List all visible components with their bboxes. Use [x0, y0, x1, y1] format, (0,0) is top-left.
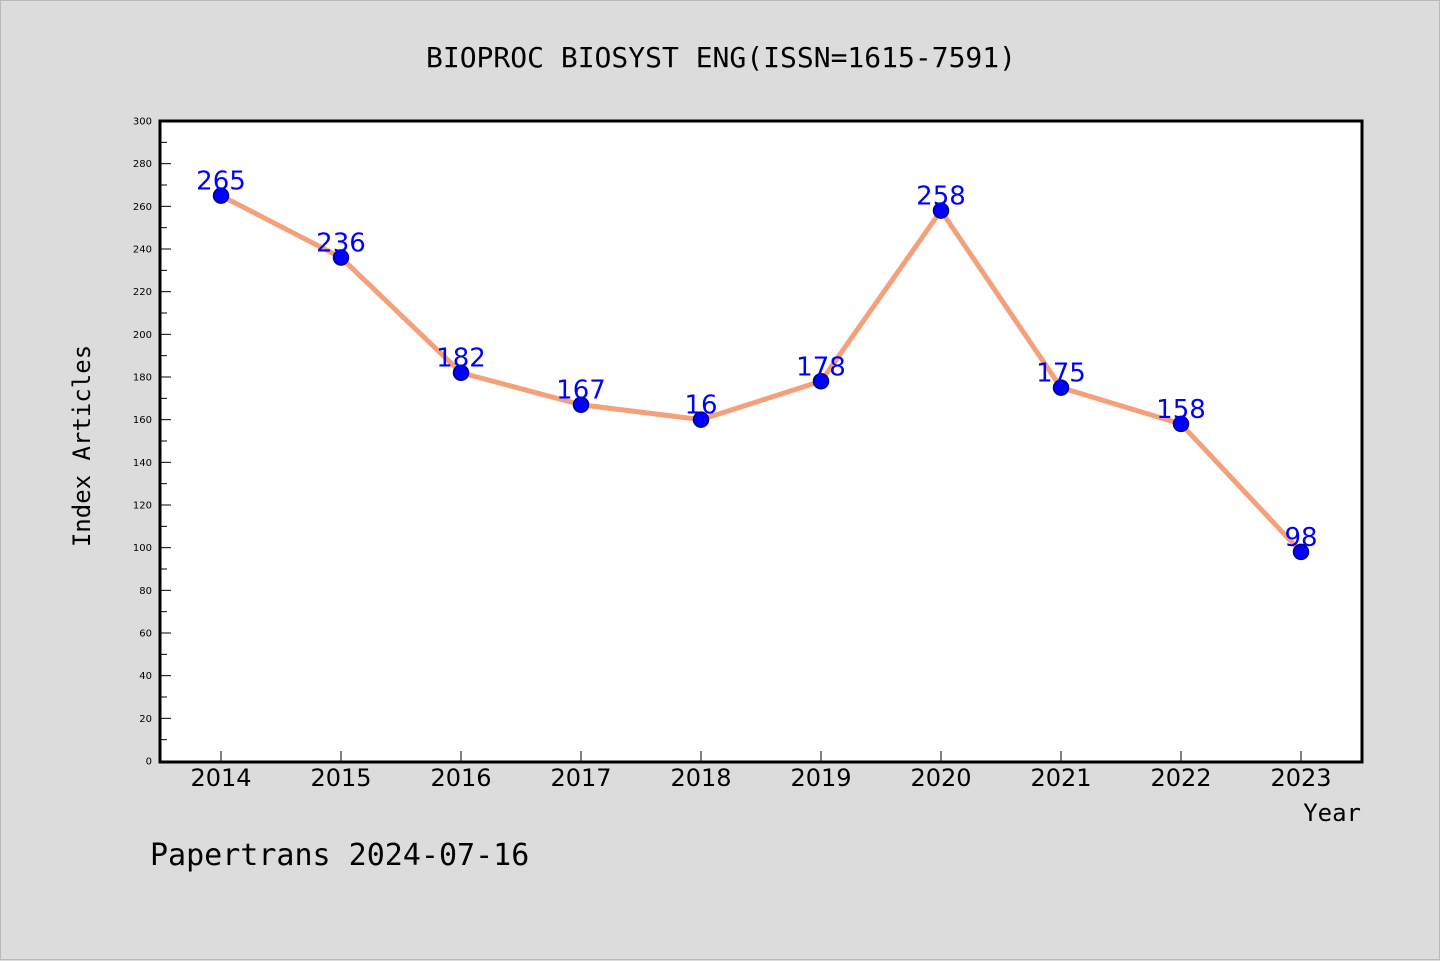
- data-point-2018: [692, 411, 710, 428]
- data-point-2023: [1292, 543, 1310, 561]
- y-tick-label: 40: [139, 671, 152, 682]
- y-tick-label: 180: [133, 373, 152, 384]
- data-label-2020: 258: [916, 182, 966, 212]
- data-label-2014: 265: [196, 167, 246, 197]
- chart-title: BIOPROC BIOSYST ENG(ISSN=1615-7591): [426, 41, 1016, 74]
- x-tick-label: 2023: [1270, 764, 1331, 792]
- x-axis-label: Year: [1303, 799, 1361, 827]
- x-tick-label: 2014: [190, 764, 251, 792]
- data-label-2018: 16: [684, 391, 717, 421]
- data-point-2015: [332, 249, 350, 266]
- data-point-2021: [1052, 379, 1070, 396]
- y-tick-label: 20: [139, 714, 152, 725]
- series-line: [218, 193, 1304, 555]
- data-label-2015: 236: [316, 229, 366, 259]
- y-tick-label: 60: [139, 629, 152, 640]
- y-tick-label: 160: [133, 415, 152, 426]
- footer-credit: Papertrans 2024-07-16: [150, 838, 529, 873]
- y-tick-label: 240: [133, 245, 152, 256]
- y-tick-label: 220: [133, 287, 152, 298]
- data-point-2016: [452, 364, 470, 381]
- x-tick-label: 2015: [310, 764, 371, 792]
- y-tick-label: 140: [133, 458, 152, 469]
- series-index-articles: [212, 187, 1310, 561]
- plot-area: [158, 119, 1364, 764]
- y-axis-label: Index Articles: [68, 345, 96, 547]
- x-tick-label: 2022: [1150, 764, 1211, 792]
- y-tick-label: 260: [133, 202, 152, 213]
- y-tick-label: 0: [146, 757, 152, 768]
- data-point-2020: [932, 202, 950, 219]
- y-tick-label: 100: [133, 543, 152, 554]
- x-tick-label: 2018: [670, 764, 731, 792]
- y-axis: 0 20 40 60 80 100 120 140 160 180 200 220 240 260 280 3…: [133, 117, 171, 768]
- data-label-2021: 175: [1036, 359, 1086, 389]
- x-tick-label: 2020: [910, 764, 971, 792]
- data-point-2017: [572, 396, 590, 413]
- x-tick-label: 2017: [550, 764, 611, 792]
- x-axis: 2014 2015 2016 2017 2018 2019 2020 2021 2022 2023: [190, 751, 1332, 792]
- y-tick-label: 120: [133, 501, 152, 512]
- data-label-2023: 98: [1284, 523, 1317, 553]
- y-tick-label: 280: [133, 159, 152, 170]
- data-point-2022: [1172, 415, 1190, 433]
- x-tick-label: 2019: [790, 764, 851, 792]
- data-label-2019: 178: [796, 352, 846, 382]
- y-tick-label: 80: [139, 586, 152, 597]
- data-label-2017: 167: [556, 376, 606, 406]
- y-tick-label: 300: [133, 117, 152, 128]
- x-tick-label: 2016: [430, 764, 491, 792]
- x-tick-label: 2021: [1030, 764, 1091, 792]
- data-point-2019: [812, 373, 830, 390]
- point-labels: 265 236 182 167 16 178 258 175 158 98: [196, 167, 1317, 553]
- data-point-2014: [212, 187, 230, 204]
- data-label-2016: 182: [436, 344, 486, 374]
- data-label-2022: 158: [1156, 395, 1206, 425]
- y-tick-label: 200: [133, 330, 152, 341]
